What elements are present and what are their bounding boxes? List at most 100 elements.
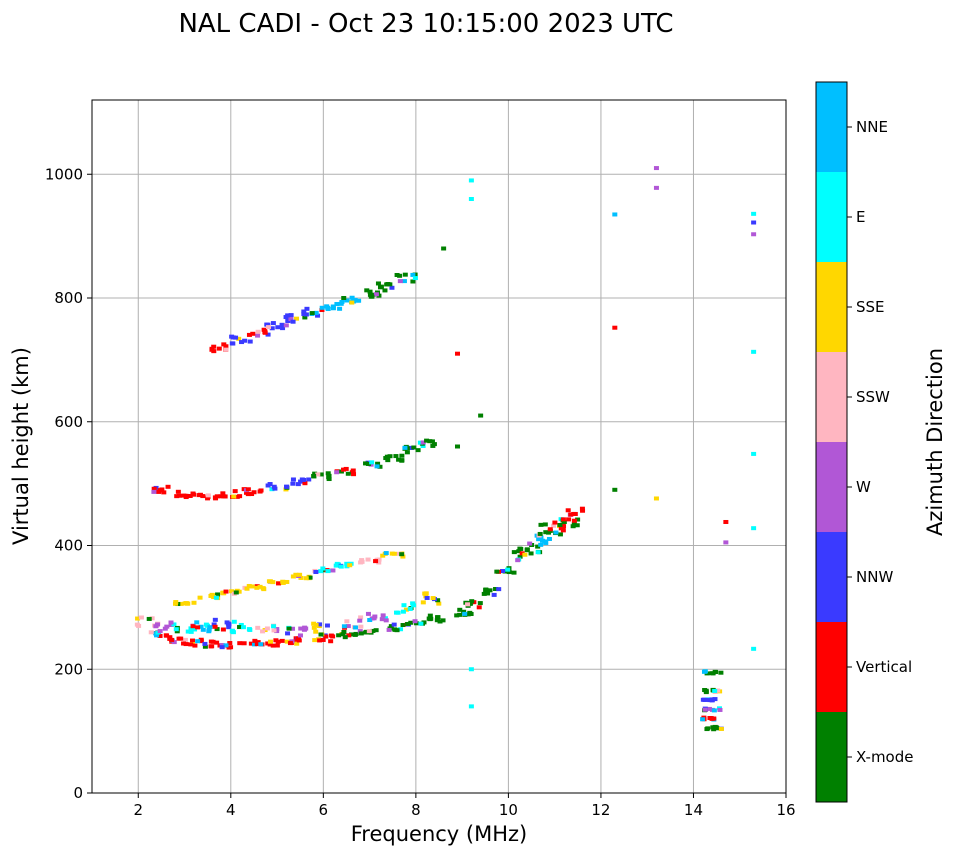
echo-mark xyxy=(369,460,375,465)
echo-mark xyxy=(455,351,461,356)
echo-mark xyxy=(705,726,711,731)
echo-mark xyxy=(711,708,717,713)
echo-mark xyxy=(262,330,268,335)
echo-mark xyxy=(274,629,280,634)
echo-mark xyxy=(399,552,405,557)
colorbar-label: Azimuth Direction xyxy=(923,348,947,536)
echo-mark xyxy=(230,335,236,340)
echo-mark xyxy=(565,508,571,513)
echo-mark xyxy=(437,619,443,624)
colorbar-category-label: SSE xyxy=(856,298,885,316)
echo-mark xyxy=(206,627,212,632)
echo-mark xyxy=(168,622,174,627)
echo-mark xyxy=(535,544,541,549)
echo-mark xyxy=(324,623,330,628)
echo-mark xyxy=(547,527,553,532)
echo-mark xyxy=(280,580,286,585)
echo-mark xyxy=(358,631,364,636)
colorbar-frame xyxy=(815,81,848,803)
echo-mark xyxy=(169,637,175,642)
echo-mark xyxy=(387,454,393,459)
echo-mark xyxy=(315,313,321,318)
echo-mark xyxy=(223,344,229,349)
echo-mark xyxy=(224,620,230,625)
echo-mark xyxy=(211,622,217,627)
echo-mark xyxy=(341,295,347,300)
echo-mark xyxy=(195,639,201,644)
plot-background xyxy=(92,100,786,793)
echo-mark xyxy=(212,495,218,500)
echo-mark xyxy=(405,622,411,627)
echo-mark xyxy=(400,623,406,628)
echo-mark xyxy=(315,472,321,477)
echo-mark xyxy=(560,517,566,522)
echo-mark xyxy=(301,627,307,632)
echo-mark xyxy=(328,639,334,644)
echo-mark xyxy=(312,471,318,476)
echo-mark xyxy=(334,302,340,307)
echo-mark xyxy=(183,642,189,647)
y-tick-label: 1000 xyxy=(45,165,83,183)
colorbar-segment xyxy=(816,442,847,532)
echo-mark xyxy=(200,627,206,632)
echo-mark xyxy=(357,629,363,634)
echo-mark xyxy=(410,601,416,606)
echo-trace xyxy=(151,438,437,501)
echo-mark xyxy=(717,707,723,712)
echo-mark xyxy=(653,166,659,171)
echo-mark xyxy=(261,587,267,592)
echo-trace xyxy=(700,669,724,732)
echo-mark xyxy=(317,622,323,627)
echo-mark xyxy=(211,344,217,349)
echo-mark xyxy=(176,636,182,641)
echo-mark xyxy=(341,624,347,629)
echo-mark xyxy=(389,285,395,290)
echo-mark xyxy=(378,284,384,289)
echo-mark xyxy=(333,563,339,568)
echo-mark xyxy=(571,518,577,523)
echo-mark xyxy=(751,349,757,354)
chart-title: NAL CADI - Oct 23 10:15:00 2023 UTC xyxy=(178,9,673,39)
echo-mark xyxy=(751,451,757,456)
echo-mark xyxy=(367,618,373,623)
echo-mark xyxy=(511,550,517,555)
echo-mark xyxy=(543,530,549,535)
echo-mark xyxy=(226,645,232,650)
echo-mark xyxy=(294,316,300,321)
echo-mark xyxy=(188,642,194,647)
echo-mark xyxy=(407,606,413,611)
echo-mark xyxy=(284,639,290,644)
echo-mark xyxy=(138,615,144,620)
echo-mark xyxy=(319,305,325,310)
echo-mark xyxy=(149,616,155,621)
echo-mark xyxy=(279,322,285,327)
echo-mark xyxy=(723,540,729,545)
echo-mark xyxy=(441,246,447,251)
echo-mark xyxy=(134,622,140,627)
echo-mark xyxy=(487,588,493,593)
echo-mark xyxy=(255,329,261,334)
echo-mark xyxy=(156,489,162,494)
echo-mark xyxy=(258,642,264,647)
echo-mark xyxy=(709,671,715,676)
echo-mark xyxy=(196,493,202,498)
echo-mark xyxy=(309,311,315,316)
echo-mark xyxy=(220,491,226,496)
echo-mark xyxy=(420,440,426,445)
echo-mark xyxy=(266,325,272,330)
echo-mark xyxy=(440,618,446,623)
echo-mark xyxy=(426,616,432,621)
echo-mark xyxy=(230,341,236,346)
y-tick-label: 800 xyxy=(54,289,83,307)
echo-mark xyxy=(292,639,298,644)
echo-mark xyxy=(198,624,204,629)
echo-mark xyxy=(274,643,280,648)
x-axis-label: Frequency (MHz) xyxy=(351,822,527,846)
echo-mark xyxy=(375,461,381,466)
echo-mark xyxy=(476,605,482,610)
echo-mark xyxy=(540,538,546,543)
echo-mark xyxy=(465,602,471,607)
echo-mark xyxy=(257,489,263,494)
echo-mark xyxy=(612,325,618,330)
echo-mark xyxy=(358,615,364,620)
